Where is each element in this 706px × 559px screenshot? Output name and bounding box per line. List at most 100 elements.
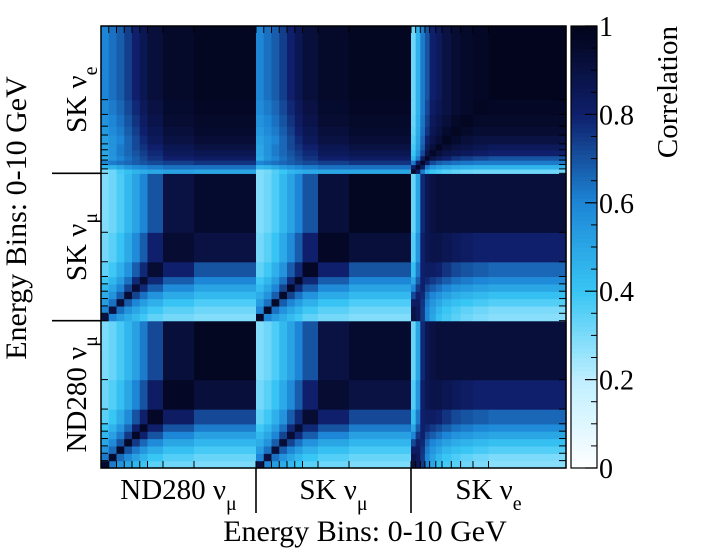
group-label: ND280 νμ: [120, 474, 236, 515]
heatmap-cell: [263, 276, 273, 285]
heatmap-cell: [411, 164, 417, 170]
heatmap-cell: [271, 305, 280, 314]
colorbar-segment: [571, 388, 597, 394]
heatmap-cell: [442, 173, 452, 233]
heatmap-cell: [318, 283, 350, 292]
heatmap-cell: [194, 453, 257, 462]
heatmap-cell: [194, 298, 257, 307]
heatmap-cell: [473, 232, 490, 263]
heatmap-cell: [279, 460, 288, 469]
heatmap-cell: [194, 305, 257, 314]
heatmap-cell: [108, 291, 118, 300]
heatmap-cell: [116, 173, 125, 233]
heatmap-cell: [256, 232, 265, 263]
heatmap-cell: [460, 423, 474, 432]
heatmap-cell: [451, 261, 462, 278]
heatmap-cell: [349, 155, 412, 161]
heatmap-cell: [429, 431, 437, 440]
heatmap-cell: [256, 114, 265, 127]
heatmap-cell: [139, 423, 149, 432]
colorbar-tick-label: 0: [599, 454, 613, 485]
heatmap-cell: [318, 320, 350, 381]
heatmap-cell: [163, 438, 195, 447]
heatmap-cell: [194, 168, 257, 174]
heatmap-cell: [124, 232, 133, 263]
heatmap-cell: [132, 164, 141, 170]
heatmap-cell: [116, 164, 125, 170]
heatmap-cell: [108, 276, 118, 285]
heatmap-cell: [451, 155, 462, 161]
heatmap-cell: [488, 438, 567, 447]
heatmap-cell: [194, 149, 257, 157]
heatmap-cell: [420, 232, 426, 263]
heatmap-cell: [271, 173, 280, 233]
heatmap-cell: [287, 143, 296, 151]
heatmap-cell: [415, 160, 421, 166]
heatmap-cell: [411, 155, 417, 161]
heatmap-cell: [116, 114, 125, 127]
heatmap-cell: [429, 155, 437, 161]
heatmap-cell: [429, 232, 437, 263]
heatmap-cell: [424, 149, 431, 157]
heatmap-cell: [139, 135, 149, 145]
heatmap-cell: [420, 168, 426, 174]
heatmap-cell: [424, 26, 431, 101]
heatmap-cell: [163, 409, 195, 425]
heatmap-cell: [429, 409, 437, 425]
heatmap-cell: [420, 423, 426, 432]
heatmap-cell: [147, 291, 164, 300]
heatmap-cell: [287, 149, 296, 157]
heatmap-cell: [263, 305, 273, 314]
heatmap-cell: [473, 320, 490, 381]
group-label: SK νe: [455, 474, 521, 515]
heatmap-cell: [411, 409, 417, 425]
heatmap-cell: [287, 160, 296, 166]
heatmap-cell: [435, 135, 443, 145]
heatmap-cell: [116, 168, 125, 174]
colorbar-segment: [571, 450, 597, 456]
heatmap-cell: [442, 164, 452, 170]
heatmap-cell: [429, 135, 437, 145]
heatmap-cell: [287, 173, 296, 233]
heatmap-cell: [279, 168, 288, 174]
heatmap-cell: [429, 379, 437, 410]
heatmap-cell: [424, 291, 431, 300]
colorbar-segment: [571, 149, 597, 155]
heatmap-cell: [256, 298, 265, 307]
heatmap-cell: [415, 164, 421, 170]
colorbar-segment: [571, 43, 597, 49]
heatmap-cell: [139, 460, 149, 469]
heatmap-cell: [116, 126, 125, 136]
heatmap-cell: [294, 26, 304, 101]
heatmap-cell: [101, 409, 110, 425]
heatmap-cell: [124, 453, 133, 462]
colorbar-segment: [571, 180, 597, 186]
heatmap-cell: [287, 283, 296, 292]
heatmap-cell: [271, 155, 280, 161]
heatmap-cell: [147, 149, 164, 157]
heatmap-cell: [271, 276, 280, 285]
heatmap-cell: [256, 453, 265, 462]
heatmap-cell: [108, 173, 118, 233]
heatmap-cell: [415, 114, 421, 127]
heatmap-cell: [147, 283, 164, 292]
heatmap-cell: [429, 305, 437, 314]
heatmap-cell: [194, 409, 257, 425]
heatmap-cell: [435, 173, 443, 233]
heatmap-cell: [411, 232, 417, 263]
heatmap-cell: [420, 305, 426, 314]
heatmap-cell: [294, 261, 304, 278]
colorbar-segment: [571, 118, 597, 124]
heatmap-cell: [163, 453, 195, 462]
heatmap-cell: [424, 305, 431, 314]
heatmap-cell: [473, 453, 490, 462]
colorbar-segment: [571, 220, 597, 226]
heatmap-cell: [424, 164, 431, 170]
heatmap-cell: [132, 453, 141, 462]
heatmap-cell: [442, 276, 452, 285]
heatmap-cell: [488, 99, 567, 115]
heatmap-cell: [451, 431, 462, 440]
colorbar-segment: [571, 410, 597, 416]
heatmap-cell: [429, 168, 437, 174]
heatmap-cell: [318, 379, 350, 410]
